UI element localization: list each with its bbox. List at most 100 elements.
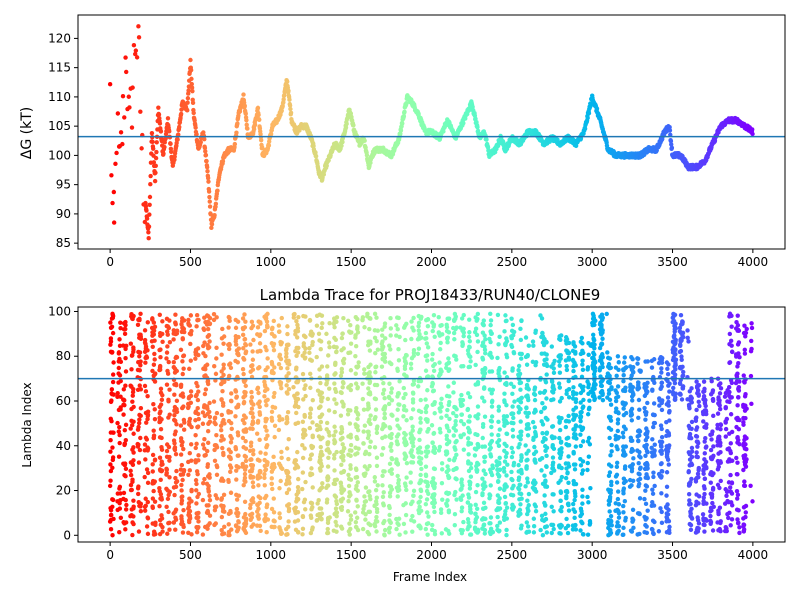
lambda-point — [432, 485, 437, 491]
lambda-point — [284, 354, 289, 360]
lambda-point — [512, 399, 517, 404]
delta-g-point — [120, 94, 126, 99]
lambda-point — [207, 498, 213, 503]
lambda-point — [437, 444, 443, 450]
lambda-point — [136, 529, 142, 534]
lambda-point — [361, 471, 367, 477]
lambda-point — [159, 435, 164, 441]
lambda-point — [226, 346, 232, 352]
y-tick-label: 85 — [56, 236, 71, 250]
lambda-point — [307, 318, 313, 323]
lambda-point — [167, 412, 172, 417]
lambda-point — [516, 462, 521, 468]
lambda-point — [473, 362, 478, 368]
lambda-point — [255, 325, 261, 330]
lambda-point — [353, 371, 358, 376]
lambda-point — [361, 429, 366, 434]
lambda-point — [417, 480, 422, 486]
lambda-point — [226, 454, 232, 459]
lambda-point — [373, 518, 379, 524]
lambda-point — [110, 465, 115, 470]
lambda-point — [488, 452, 493, 457]
lambda-point — [410, 454, 416, 460]
lambda-point — [294, 391, 300, 396]
lambda-point — [425, 444, 431, 449]
lambda-point — [467, 419, 472, 424]
lambda-point — [451, 390, 456, 395]
delta-g-point — [147, 212, 152, 217]
lambda-point — [264, 319, 270, 324]
lambda-point — [488, 493, 493, 498]
lambda-point — [325, 483, 331, 488]
lambda-point — [248, 369, 253, 374]
lambda-point — [388, 315, 393, 321]
lambda-point — [425, 483, 431, 488]
lambda-point — [341, 458, 346, 463]
lambda-point — [173, 452, 179, 457]
lambda-point — [157, 503, 162, 509]
lambda-point — [319, 517, 324, 522]
lambda-point — [276, 461, 282, 466]
lambda-point — [243, 454, 249, 460]
delta-g-point — [177, 124, 182, 130]
lambda-point — [123, 319, 128, 325]
lambda-point — [131, 445, 136, 450]
delta-g-point — [109, 173, 114, 178]
lambda-point — [509, 342, 514, 348]
lambda-point — [374, 529, 379, 534]
lambda-point — [326, 429, 331, 435]
lambda-point — [325, 526, 330, 532]
lambda-point — [509, 469, 514, 475]
delta-g-point — [157, 121, 163, 126]
lambda-point — [340, 385, 345, 390]
lambda-point — [430, 440, 435, 446]
lambda-point — [538, 409, 544, 415]
lambda-point — [532, 392, 538, 397]
lambda-point — [410, 325, 415, 330]
lambda-point — [409, 518, 414, 523]
lambda-point — [501, 414, 507, 419]
lambda-point — [117, 501, 122, 506]
lambda-point — [475, 404, 481, 409]
lambda-point — [294, 464, 300, 469]
delta-g-point — [186, 88, 191, 93]
lambda-point — [339, 366, 345, 372]
delta-g-point — [244, 117, 249, 123]
lambda-point — [143, 346, 149, 352]
lambda-point — [353, 353, 358, 359]
lambda-point — [566, 508, 572, 513]
lambda-point — [301, 333, 307, 338]
delta-g-point — [285, 79, 290, 84]
lambda-point — [459, 480, 464, 485]
lambda-point — [158, 402, 164, 407]
lambda-point — [221, 437, 226, 442]
lambda-point — [417, 504, 422, 510]
lambda-point — [265, 365, 270, 370]
lambda-point — [511, 329, 517, 335]
lambda-point — [255, 349, 260, 354]
lambda-point — [240, 435, 246, 441]
delta-g-point — [162, 140, 167, 145]
lambda-point — [286, 436, 291, 442]
lambda-point — [240, 316, 246, 321]
lambda-point — [300, 470, 306, 475]
lambda-point — [509, 445, 514, 451]
lambda-point — [374, 495, 379, 500]
lambda-point — [353, 510, 358, 515]
delta-g-point — [245, 126, 250, 131]
lambda-point — [431, 388, 437, 393]
lambda-point — [117, 529, 122, 535]
lambda-point — [466, 391, 471, 396]
lambda-point — [430, 328, 435, 334]
lambda-point — [285, 469, 290, 474]
lambda-point — [475, 460, 480, 466]
lambda-point — [291, 384, 296, 390]
lambda-point — [145, 515, 150, 520]
y-tick-label: 110 — [48, 90, 71, 104]
lambda-point — [423, 409, 429, 415]
lambda-point — [585, 412, 591, 417]
lambda-point — [194, 324, 199, 329]
lambda-point — [480, 369, 486, 375]
lambda-point — [510, 477, 515, 483]
lambda-point — [332, 477, 338, 483]
